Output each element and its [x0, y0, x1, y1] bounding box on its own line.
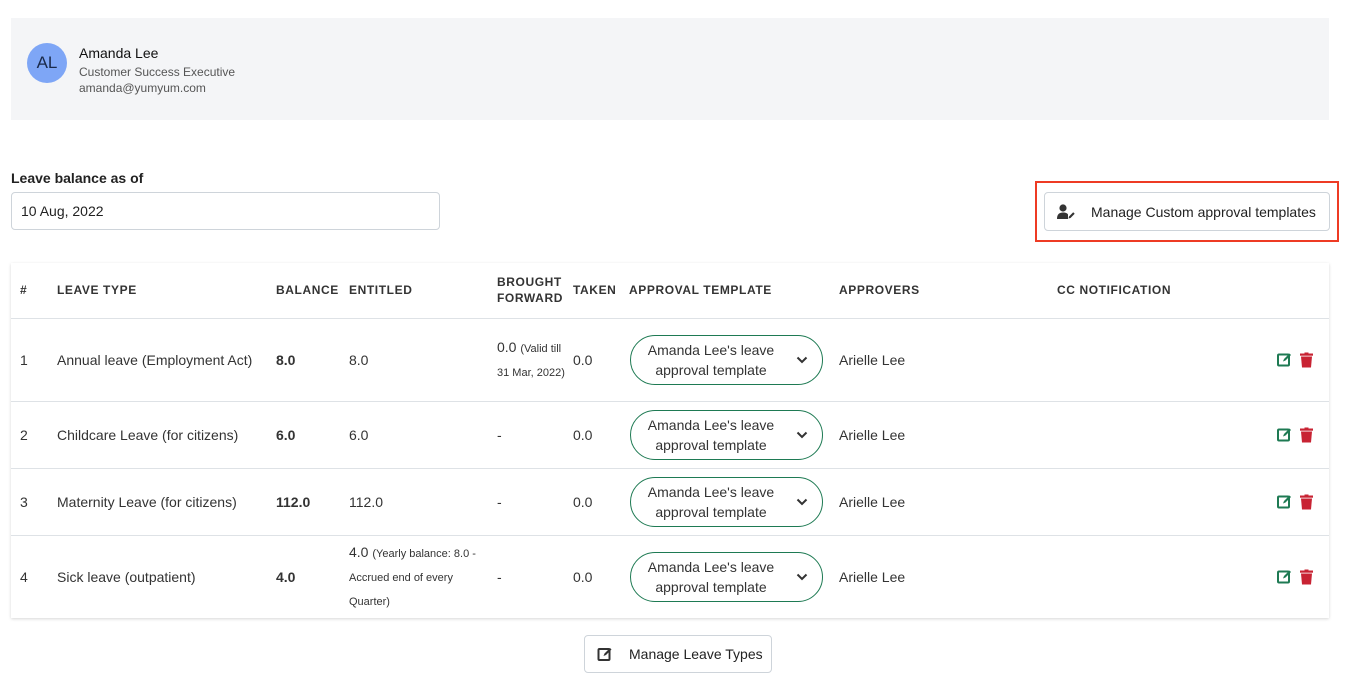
- row-leave-type: Childcare Leave (for citizens): [57, 427, 239, 443]
- row-approvers: Arielle Lee: [839, 352, 906, 368]
- header-brought-forward-line2: FORWARD: [497, 291, 563, 305]
- row-balance: 112.0: [276, 494, 311, 510]
- row-num: 1: [20, 352, 28, 368]
- header-brought-forward: BROUGHT FORWARD: [497, 274, 563, 306]
- leave-balance-label: Leave balance as of: [11, 170, 144, 186]
- trash-icon[interactable]: [1300, 569, 1313, 585]
- header-divider: [11, 318, 1329, 319]
- edit-icon[interactable]: [1277, 428, 1292, 443]
- header-approvers: APPROVERS: [839, 283, 920, 297]
- row-balance: 6.0: [276, 427, 296, 443]
- approval-template-select[interactable]: Amanda Lee's leave approval template: [630, 335, 823, 385]
- edit-icon: [597, 647, 612, 661]
- approval-template-select[interactable]: Amanda Lee's leave approval template: [630, 410, 823, 460]
- table-row: 4 Sick leave (outpatient) 4.0 4.0 (Yearl…: [11, 536, 1329, 618]
- row-num: 3: [20, 494, 28, 510]
- chevron-down-icon: [796, 498, 808, 506]
- approval-template-label: Amanda Lee's leave approval template: [647, 342, 775, 378]
- table-row: 2 Childcare Leave (for citizens) 6.0 6.0…: [11, 402, 1329, 469]
- trash-icon[interactable]: [1300, 352, 1313, 368]
- brought-forward-note: (Valid till 31 Mar, 2022): [497, 343, 565, 379]
- approval-template-label: Amanda Lee's leave approval template: [647, 417, 775, 453]
- profile-email: amanda@yumyum.com: [79, 81, 206, 95]
- row-brought-forward: -: [497, 427, 502, 443]
- manage-leave-types-label: Manage Leave Types: [629, 646, 763, 662]
- header-leave-type: LEAVE TYPE: [57, 283, 137, 297]
- row-entitled: 4.0 (Yearly balance: 8.0 - Accrued end o…: [349, 541, 489, 613]
- user-edit-icon: [1057, 203, 1075, 219]
- profile-name: Amanda Lee: [79, 45, 159, 61]
- approval-template-select[interactable]: Amanda Lee's leave approval template: [630, 477, 823, 527]
- header-balance: BALANCE: [276, 283, 339, 297]
- edit-icon[interactable]: [1277, 495, 1292, 510]
- leave-table: # LEAVE TYPE BALANCE ENTITLED BROUGHT FO…: [11, 263, 1329, 618]
- header-cc-notification: CC NOTIFICATION: [1057, 283, 1172, 297]
- brought-forward-value: 0.0: [497, 339, 517, 355]
- trash-icon[interactable]: [1300, 494, 1313, 510]
- row-taken: 0.0: [573, 494, 593, 510]
- chevron-down-icon: [796, 573, 808, 581]
- row-leave-type: Maternity Leave (for citizens): [57, 494, 237, 510]
- table-row: 1 Annual leave (Employment Act) 8.0 8.0 …: [11, 319, 1329, 402]
- row-num: 2: [20, 427, 28, 443]
- edit-icon[interactable]: [1277, 570, 1292, 585]
- entitled-note: (Yearly balance: 8.0 - Accrued end of ev…: [349, 548, 476, 608]
- approval-template-select[interactable]: Amanda Lee's leave approval template: [630, 552, 823, 602]
- chevron-down-icon: [796, 356, 808, 364]
- row-entitled: 8.0: [349, 352, 369, 368]
- profile-card: AL Amanda Lee Customer Success Executive…: [11, 18, 1329, 120]
- profile-role: Customer Success Executive: [79, 65, 236, 79]
- approval-template-label: Amanda Lee's leave approval template: [647, 559, 775, 595]
- approval-template-label: Amanda Lee's leave approval template: [647, 484, 775, 520]
- table-row: 3 Maternity Leave (for citizens) 112.0 1…: [11, 469, 1329, 536]
- row-brought-forward: -: [497, 569, 502, 585]
- row-brought-forward: 0.0 (Valid till 31 Mar, 2022): [497, 336, 567, 384]
- row-balance: 4.0: [276, 569, 296, 585]
- row-taken: 0.0: [573, 569, 593, 585]
- trash-icon[interactable]: [1300, 427, 1313, 443]
- avatar: AL: [27, 43, 67, 83]
- row-entitled: 112.0: [349, 494, 383, 510]
- row-approvers: Arielle Lee: [839, 427, 906, 443]
- header-taken: TAKEN: [573, 283, 617, 297]
- row-entitled: 6.0: [349, 427, 369, 443]
- row-approvers: Arielle Lee: [839, 569, 906, 585]
- edit-icon[interactable]: [1277, 353, 1292, 368]
- row-balance: 8.0: [276, 352, 296, 368]
- row-leave-type: Annual leave (Employment Act): [57, 352, 253, 368]
- entitled-value: 4.0: [349, 544, 369, 560]
- row-leave-type: Sick leave (outpatient): [57, 569, 196, 585]
- row-brought-forward: -: [497, 494, 502, 510]
- balance-date-input[interactable]: [11, 192, 440, 230]
- manage-templates-label: Manage Custom approval templates: [1091, 203, 1316, 220]
- header-num: #: [20, 283, 28, 297]
- row-num: 4: [20, 569, 28, 585]
- manage-custom-approval-templates-button[interactable]: Manage Custom approval templates: [1044, 192, 1330, 231]
- row-taken: 0.0: [573, 427, 593, 443]
- row-approvers: Arielle Lee: [839, 494, 906, 510]
- header-approval-template: APPROVAL TEMPLATE: [629, 283, 772, 297]
- header-entitled: ENTITLED: [349, 283, 413, 297]
- highlight-box: [1035, 181, 1339, 242]
- header-brought-forward-line1: BROUGHT: [497, 275, 562, 289]
- row-taken: 0.0: [573, 352, 593, 368]
- manage-leave-types-button[interactable]: Manage Leave Types: [584, 635, 772, 673]
- chevron-down-icon: [796, 431, 808, 439]
